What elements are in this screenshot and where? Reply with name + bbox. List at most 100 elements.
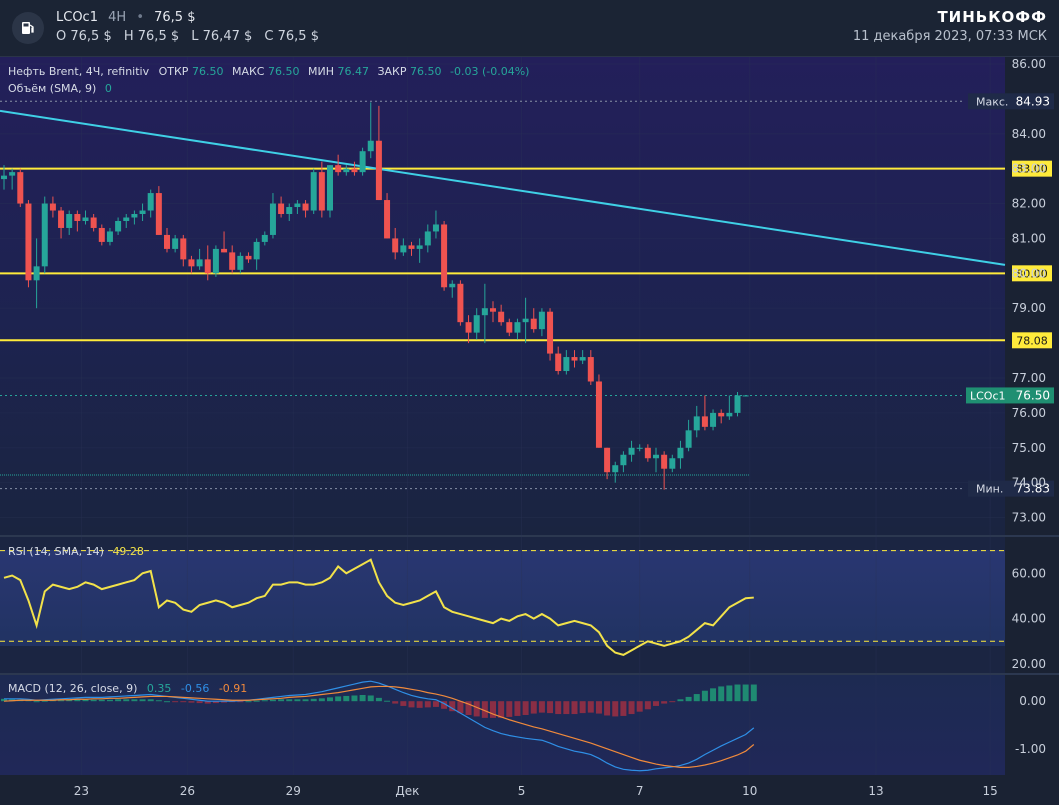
candle-body [335,165,342,173]
candle-body [343,168,350,173]
macd-histogram-bar [701,690,708,702]
candle-body [82,217,89,221]
min-value: 73.83 [1016,482,1050,496]
rsi-tick-label: 20.00 [1012,657,1046,671]
macd-histogram-bar [710,688,717,702]
price-pane[interactable] [0,57,1005,535]
level-price-label: 83.00 [1016,163,1048,176]
candle-body [359,151,366,173]
candle-body [310,172,317,211]
candle-body [701,416,708,427]
candle-body [58,210,65,228]
symbol-label: LCOc1 [56,10,98,25]
macd-histogram-bar [147,699,154,702]
macd-histogram-bar [530,701,537,714]
macd-histogram-bar [359,695,366,702]
time-tick-label: 29 [286,784,301,798]
macd-histogram-bar [164,701,170,703]
candle-body [653,454,659,459]
candle-body [481,308,488,316]
macd-histogram-bar [481,701,488,718]
legend-macd: MACD (12, 26, close, 9) 0.35 -0.56 -0.91 [8,682,247,695]
macd-histogram-bar [734,684,741,702]
fuel-icon [22,22,34,34]
macd-histogram-bar [131,699,138,702]
macd-histogram-bar [400,701,407,706]
legend-title: Нефть Brent, 4Ч, refinitiv [8,65,150,78]
time-tick-label: Дек [395,784,419,798]
time-tick-label: 15 [983,784,998,798]
candle-body [253,241,260,260]
candle-body [457,283,464,323]
candle-body [261,234,268,242]
macd-histogram-bar [335,696,342,702]
axis-layer: 86.00 84.00 83.00 82.00 81.00 80.00 79.00 77.00… [74,57,1046,798]
level-price-label: 80.00 [1016,267,1048,280]
candle-body [693,416,700,431]
candle-body [604,447,611,473]
candle-body [74,214,81,221]
candle-body [612,465,619,473]
time-tick-label: 7 [636,784,644,798]
macd-histogram-bar [547,701,554,714]
macd-histogram-bar [221,701,228,703]
price-label: 76,5 $ [154,10,196,25]
time-tick-label: 26 [180,784,195,798]
macd-histogram-bar [375,697,382,702]
candle-body [620,454,627,466]
macd-histogram-bar [742,684,749,702]
candle-body [188,259,195,267]
chart-canvas[interactable]: 83.00 80.00 78.08 Макс. 84.93 Мин. 73.83 LCOc1 7… [0,56,1059,805]
macd-histogram-bar [33,701,40,703]
legend-price: Нефть Brent, 4Ч, refinitiv ОТКР 76.50 МА… [8,65,529,78]
rsi-band [0,550,1005,646]
macd-histogram-bar [278,699,285,702]
candle-body [245,255,252,260]
candle-body [432,224,439,232]
macd-histogram-bar [685,696,692,702]
macd-histogram-bar [253,700,260,702]
macd-histogram-bar [490,701,496,718]
macd-histogram-bar [269,699,276,702]
level-price-tag [1012,265,1052,282]
macd-histogram-bar [522,701,529,715]
price-tick-label: 76.00 [1012,406,1046,420]
time-axis-bg[interactable] [0,775,1059,805]
candle-body [579,357,586,361]
candle-body [131,214,138,218]
trend-line [0,109,1006,266]
macd-pane[interactable] [0,675,1005,775]
macd-histogram-bar [612,701,619,717]
ohlc-summary: O 76,5 $ H 76,5 $ L 76,47 $ C 76,5 $ [56,29,327,44]
candle-body [115,220,122,232]
candle-body [506,322,513,333]
legend-close-value: 76.50 [410,65,442,78]
legend-low-value: 76.47 [337,65,369,78]
signal-line [3,685,755,768]
candle-body [196,259,203,267]
candle-body [367,140,374,152]
candle-body [465,322,472,333]
candle-body [49,203,56,211]
legend-macd-label: MACD (12, 26, close, 9) [8,682,137,695]
macd-histogram-bar [555,701,562,715]
macd-histogram-bar [636,701,643,712]
legend-macd-v1: 0.35 [147,682,172,695]
last-price-tag [966,387,1054,404]
macd-histogram-bar [416,701,423,708]
legend-macd-v2: -0.56 [181,682,209,695]
candle-body [384,200,391,239]
macd-histogram-bar [628,701,635,715]
candle-body [147,193,154,211]
candle-body [204,259,211,274]
macd-tick-label: 0.00 [1019,694,1046,708]
price-tick-label: 75.00 [1012,441,1046,455]
price-axis-bg[interactable] [1005,57,1059,775]
levels-layer: 83.00 80.00 78.08 Макс. 84.93 Мин. 73.83 LCOc1 7… [0,93,1054,497]
price-tick-label: 73.00 [1012,511,1046,525]
macd-histogram-bar [392,701,399,704]
macd-histogram-bar [286,699,293,702]
time-tick-label: 10 [742,784,757,798]
macd-histogram-bar [106,699,113,702]
level-price-tag [1012,332,1052,349]
